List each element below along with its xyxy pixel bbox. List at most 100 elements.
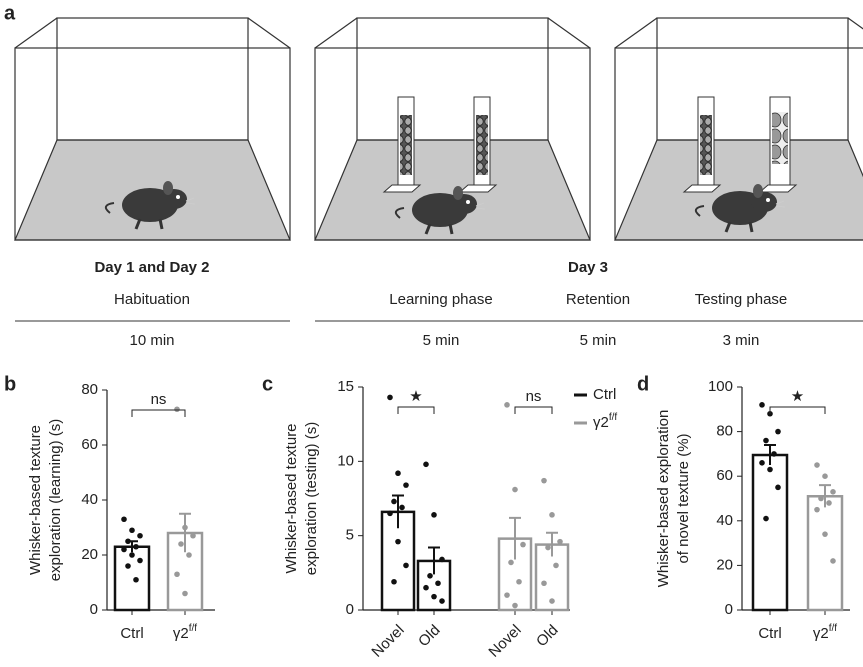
y-tick-label: 60: [81, 436, 98, 453]
y-axis-label: exploration (testing) (s): [303, 422, 320, 575]
phase-label: Testing phase: [695, 291, 788, 308]
y-axis-label: exploration (learning) (s): [47, 419, 64, 582]
y-tick-label: 0: [90, 601, 98, 618]
data-point: [137, 558, 143, 564]
y-tick-label: 60: [716, 467, 733, 484]
legend-label-base: γ2: [593, 414, 609, 431]
arena-habituation: [15, 18, 290, 240]
y-axis-label: of novel texture (%): [675, 433, 692, 563]
x-tick-label: γ2f/f: [173, 623, 197, 642]
data-point: [541, 478, 547, 484]
data-point: [431, 594, 437, 600]
data-point: [174, 406, 180, 412]
figure: a Day 1 and Day 2 Habituation 10 min Day…: [0, 0, 863, 667]
data-point: [431, 512, 437, 518]
data-point: [557, 539, 563, 545]
y-tick-label: 15: [337, 378, 354, 395]
x-tick-label-sup: f/f: [189, 623, 198, 634]
data-point: [545, 545, 551, 551]
y-tick-label: 10: [337, 452, 354, 469]
data-point: [137, 533, 143, 539]
data-point: [830, 558, 836, 564]
data-point: [520, 542, 526, 548]
day-label: Day 1 and Day 2: [94, 259, 209, 276]
data-point: [395, 470, 401, 476]
bar: [808, 496, 842, 610]
data-point: [759, 460, 765, 466]
significance-bracket: [770, 407, 825, 414]
data-point: [121, 516, 127, 522]
x-tick-label-sup: f/f: [829, 623, 838, 634]
data-point: [516, 579, 522, 585]
y-tick-label: 20: [81, 546, 98, 563]
data-point: [439, 557, 445, 563]
significance-label: ns: [151, 391, 167, 408]
y-axis-label: Whisker-based texture: [27, 425, 44, 575]
data-point: [423, 585, 429, 591]
data-point: [403, 563, 409, 569]
duration-label: 5 min: [580, 332, 617, 349]
data-point: [129, 552, 135, 558]
y-tick-label: 100: [708, 378, 733, 395]
data-point: [395, 539, 401, 545]
data-point: [814, 462, 820, 468]
data-point: [423, 462, 429, 468]
data-point: [133, 577, 139, 583]
duration-label: 10 min: [129, 332, 174, 349]
data-point: [759, 402, 765, 408]
data-point: [771, 451, 777, 457]
data-point: [435, 580, 441, 586]
data-point: [387, 395, 393, 401]
data-point: [387, 511, 393, 517]
data-point: [822, 473, 828, 479]
significance-bracket: [515, 407, 552, 414]
x-tick-label-base: γ2: [173, 625, 189, 642]
data-point: [767, 467, 773, 473]
phase-label: Habituation: [114, 291, 190, 308]
significance-label: ns: [526, 388, 542, 405]
x-tick-label: γ2f/f: [813, 623, 837, 642]
data-point: [125, 538, 131, 544]
data-point: [427, 573, 433, 579]
phase-label: Learning phase: [389, 291, 492, 308]
y-tick-label: 0: [346, 601, 354, 618]
phase-label: Retention: [566, 291, 630, 308]
y-tick-label: 5: [346, 527, 354, 544]
y-tick-label: 80: [716, 423, 733, 440]
data-point: [399, 505, 405, 511]
legend-label: Ctrl: [593, 386, 616, 403]
data-point: [391, 579, 397, 585]
panel-letter: b: [4, 373, 16, 395]
y-tick-label: 0: [725, 601, 733, 618]
data-point: [822, 531, 828, 537]
day-label: Day 3: [568, 259, 608, 276]
data-point: [763, 516, 769, 522]
data-point: [541, 580, 547, 586]
data-point: [186, 552, 192, 558]
data-point: [814, 507, 820, 513]
data-point: [826, 500, 832, 506]
data-point: [174, 571, 180, 577]
data-point: [775, 485, 781, 491]
panel-letter: d: [637, 373, 649, 395]
duration-label: 3 min: [723, 332, 760, 349]
y-tick-label: 40: [716, 512, 733, 529]
data-point: [512, 603, 518, 609]
y-axis-label: Whisker-based exploration: [655, 410, 672, 588]
data-point: [504, 592, 510, 598]
data-point: [182, 591, 188, 597]
arena-learning: [315, 18, 590, 240]
data-point: [775, 429, 781, 435]
data-point: [133, 544, 139, 550]
data-point: [129, 527, 135, 533]
data-point: [818, 496, 824, 502]
y-tick-label: 20: [716, 556, 733, 573]
arena-testing: [615, 18, 863, 240]
data-point: [508, 560, 514, 566]
x-tick-label: Ctrl: [758, 625, 781, 642]
data-point: [439, 598, 445, 604]
x-tick-label: Novel: [368, 622, 407, 661]
y-tick-label: 80: [81, 381, 98, 398]
panel-letter: a: [4, 2, 16, 24]
data-point: [121, 547, 127, 553]
